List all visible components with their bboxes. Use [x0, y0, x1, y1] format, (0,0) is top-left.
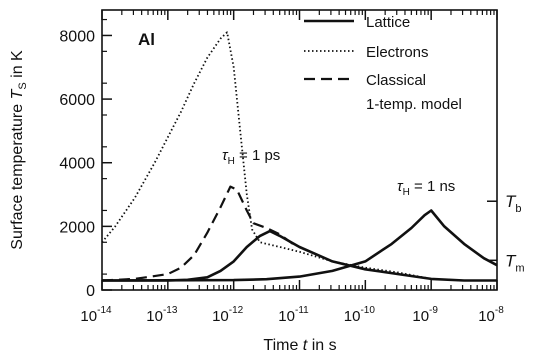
- x-tick-label: 10-13: [146, 305, 178, 325]
- right-marker-label: Tb: [505, 192, 522, 215]
- series-layer: [101, 31, 498, 282]
- series-line-electrons-2: [101, 31, 497, 282]
- y-tick-label: 0: [86, 283, 95, 300]
- ticks-layer: [101, 10, 498, 291]
- legend-label-classical: Classical: [366, 72, 426, 89]
- annotation-tau-1ns: τH = 1 ns: [397, 178, 455, 198]
- panel-label: Al: [138, 30, 155, 49]
- x-tick-label: 10-14: [80, 305, 112, 325]
- y-tick-label: 8000: [59, 28, 95, 45]
- right-marker-label: Tm: [505, 251, 525, 274]
- series-line-classical-3: [101, 185, 294, 282]
- x-tick-label: 10-8: [478, 305, 504, 325]
- legend: Lattice Electrons Classical 1-temp. mode…: [304, 14, 462, 113]
- x-tick-label: 10-10: [344, 305, 376, 325]
- x-tick-label: 10-9: [412, 305, 438, 325]
- y-tick-label: 2000: [59, 219, 95, 236]
- annotation-tau-1ps: τH = 1 ps: [222, 147, 280, 167]
- y-tick-label: 6000: [59, 92, 95, 109]
- series-line-lattice-0: [102, 229, 497, 282]
- y-tick-label: 4000: [59, 156, 95, 173]
- x-tick-label: 10-11: [278, 305, 309, 325]
- legend-label-electrons: Electrons: [366, 44, 429, 61]
- legend-label-lattice: Lattice: [366, 14, 410, 31]
- series-line-lattice-1: [101, 209, 498, 282]
- labels-layer: 10-14 10-13 10-12 10-11 10-10 10-9 10-8 0 2000 40…: [59, 28, 524, 325]
- x-tick-label: 10-12: [212, 305, 244, 325]
- legend-label-model: 1-temp. model: [366, 96, 462, 113]
- y-axis-label: Surface temperature TS in K: [9, 50, 29, 250]
- x-axis-label: Time t in s: [263, 337, 336, 354]
